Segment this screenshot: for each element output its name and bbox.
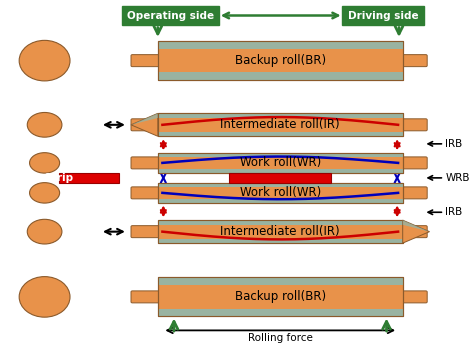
FancyBboxPatch shape: [131, 187, 159, 199]
FancyBboxPatch shape: [158, 113, 403, 118]
FancyBboxPatch shape: [158, 199, 403, 202]
Ellipse shape: [19, 276, 70, 317]
FancyBboxPatch shape: [158, 113, 403, 136]
FancyBboxPatch shape: [131, 157, 159, 169]
Text: IRB: IRB: [445, 139, 463, 149]
Text: ⊳ Strip: ⊳ Strip: [32, 173, 73, 183]
FancyBboxPatch shape: [131, 55, 159, 67]
FancyBboxPatch shape: [158, 220, 403, 225]
Text: Work roll(WR): Work roll(WR): [240, 156, 321, 170]
Text: Backup roll(BR): Backup roll(BR): [235, 290, 326, 303]
Ellipse shape: [29, 183, 60, 203]
FancyBboxPatch shape: [342, 6, 424, 25]
FancyBboxPatch shape: [131, 291, 159, 303]
Polygon shape: [131, 113, 158, 125]
Ellipse shape: [19, 40, 70, 81]
Text: WRB: WRB: [445, 173, 470, 183]
FancyBboxPatch shape: [158, 183, 403, 202]
FancyBboxPatch shape: [131, 119, 159, 131]
Ellipse shape: [29, 153, 60, 173]
Text: Operating side: Operating side: [127, 11, 214, 21]
Bar: [59, 173, 119, 183]
Text: Intermediate roll(IR): Intermediate roll(IR): [220, 225, 340, 238]
Text: Backup roll(BR): Backup roll(BR): [235, 54, 326, 67]
FancyBboxPatch shape: [401, 157, 427, 169]
FancyBboxPatch shape: [158, 41, 403, 49]
Bar: [229, 173, 331, 183]
Text: Driving side: Driving side: [348, 11, 419, 21]
FancyBboxPatch shape: [158, 278, 403, 316]
FancyBboxPatch shape: [401, 225, 427, 238]
FancyBboxPatch shape: [158, 41, 403, 80]
Text: Work roll(WR): Work roll(WR): [240, 186, 321, 199]
Polygon shape: [403, 220, 429, 243]
FancyBboxPatch shape: [158, 278, 403, 285]
FancyBboxPatch shape: [401, 187, 427, 199]
FancyBboxPatch shape: [401, 291, 427, 303]
FancyBboxPatch shape: [158, 153, 403, 173]
FancyBboxPatch shape: [158, 72, 403, 80]
FancyBboxPatch shape: [158, 220, 403, 243]
Text: IRB: IRB: [445, 207, 463, 217]
FancyBboxPatch shape: [158, 132, 403, 136]
FancyBboxPatch shape: [158, 153, 403, 157]
FancyBboxPatch shape: [158, 309, 403, 316]
FancyBboxPatch shape: [401, 119, 427, 131]
Ellipse shape: [27, 113, 62, 137]
Text: Rolling force: Rolling force: [248, 333, 313, 343]
FancyBboxPatch shape: [158, 183, 403, 187]
FancyBboxPatch shape: [401, 55, 427, 67]
FancyBboxPatch shape: [122, 6, 219, 25]
Polygon shape: [131, 113, 158, 136]
FancyBboxPatch shape: [158, 169, 403, 173]
Text: Intermediate roll(IR): Intermediate roll(IR): [220, 118, 340, 131]
Polygon shape: [403, 220, 429, 232]
Ellipse shape: [27, 219, 62, 244]
FancyBboxPatch shape: [131, 225, 159, 238]
FancyBboxPatch shape: [158, 239, 403, 243]
